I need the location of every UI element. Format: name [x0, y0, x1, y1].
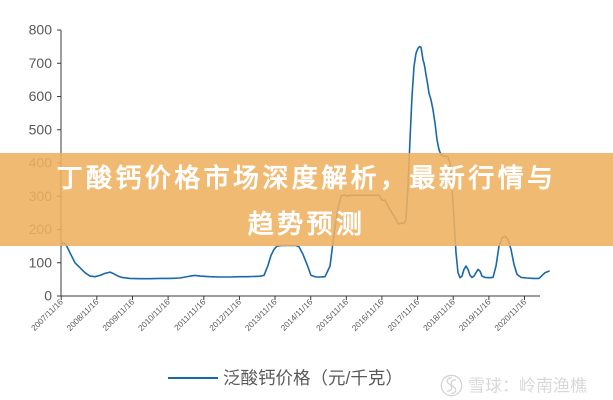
svg-text:2011/11/16: 2011/11/16 [172, 297, 208, 333]
svg-text:雪球：岭南渔樵: 雪球：岭南渔樵 [468, 377, 587, 396]
svg-text:2017/11/16: 2017/11/16 [385, 297, 421, 333]
svg-text:2013/11/16: 2013/11/16 [243, 297, 279, 333]
svg-text:2015/11/16: 2015/11/16 [314, 297, 350, 333]
svg-text:500: 500 [29, 121, 53, 137]
svg-text:800: 800 [29, 22, 53, 38]
svg-text:2008/11/16: 2008/11/16 [65, 297, 101, 333]
svg-text:2018/11/16: 2018/11/16 [421, 297, 457, 333]
svg-text:2014/11/16: 2014/11/16 [278, 297, 314, 333]
svg-text:2012/11/16: 2012/11/16 [207, 297, 243, 333]
svg-text:2009/11/16: 2009/11/16 [100, 297, 136, 333]
svg-text:2019/11/16: 2019/11/16 [457, 297, 493, 333]
svg-text:2020/11/16: 2020/11/16 [492, 297, 528, 333]
svg-text:600: 600 [29, 88, 53, 104]
svg-text:泛酸钙价格（元/千克）: 泛酸钙价格（元/千克） [223, 368, 403, 388]
svg-text:2010/11/16: 2010/11/16 [136, 297, 172, 333]
svg-text:2016/11/16: 2016/11/16 [350, 297, 386, 333]
svg-text:700: 700 [29, 55, 53, 71]
svg-text:0: 0 [44, 288, 52, 304]
svg-text:100: 100 [29, 254, 53, 270]
